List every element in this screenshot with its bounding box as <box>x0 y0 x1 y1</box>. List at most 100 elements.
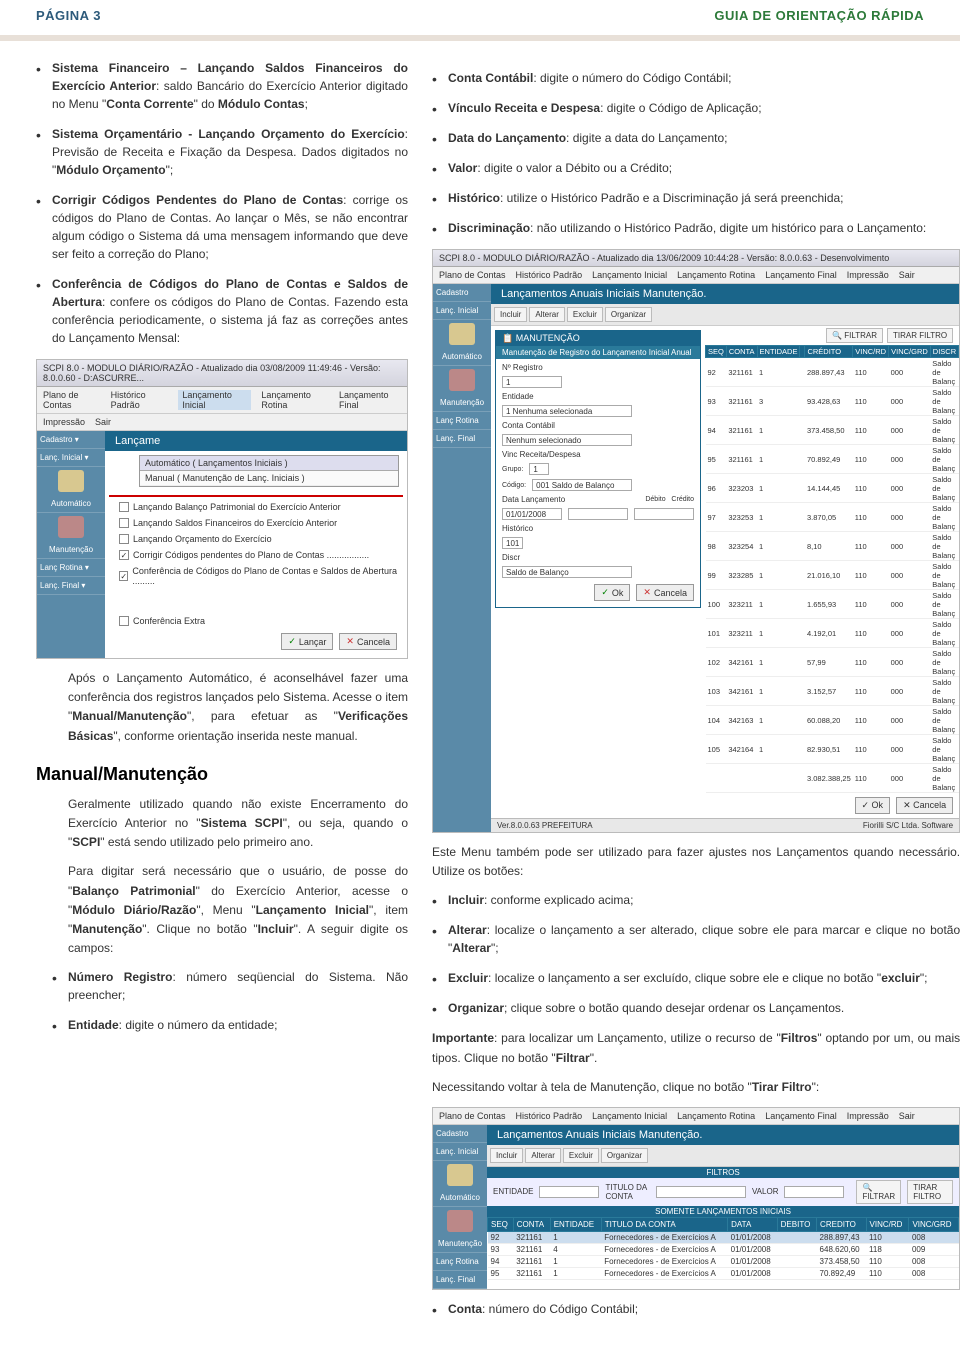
organizar-button[interactable]: Organizar <box>605 307 652 322</box>
checkbox[interactable]: ✓ <box>119 571 128 581</box>
tirar-filtro-button[interactable]: TIRAR FILTRO <box>887 328 953 343</box>
sidebar-item[interactable]: Lanç. Final <box>433 1271 487 1289</box>
menu-item[interactable]: Lançamento Inicial <box>592 1111 667 1121</box>
sidebar-item[interactable]: Lanç. Final ▾ <box>37 577 105 595</box>
menu-item[interactable]: Lançamento Final <box>765 1111 837 1121</box>
sidebar-item[interactable]: Lanç. Inicial <box>433 302 491 320</box>
checkbox[interactable] <box>119 616 129 626</box>
filtrar-button[interactable]: 🔍 FILTRAR <box>826 328 883 343</box>
menu-item[interactable]: Histórico Padrão <box>111 390 169 410</box>
sidebar-item[interactable]: Lanç Rotina <box>433 1253 487 1271</box>
menu-item[interactable]: Impressão <box>847 270 889 280</box>
sidebar-icon[interactable] <box>449 323 475 345</box>
table-row[interactable]: 99323285121.016,10110000Saldo de Balanç <box>706 561 959 590</box>
table-row[interactable]: 10132321114.192,01110000Saldo de Balanç <box>706 619 959 648</box>
excluir-button[interactable]: Excluir <box>567 307 603 322</box>
sidebar-item[interactable]: Manutenção <box>433 1235 487 1253</box>
table-row[interactable]: 10032321111.655,93110000Saldo de Balanç <box>706 590 959 619</box>
incluir-button[interactable]: Incluir <box>494 307 527 322</box>
sidebar-item[interactable]: Automático <box>37 495 105 513</box>
table-row[interactable]: 923211611288.897,43110000Saldo de Balanç <box>706 358 959 387</box>
cancela-button[interactable]: ✕ Cancela <box>896 797 953 814</box>
tirar-filtro-button[interactable]: TIRAR FILTRO <box>907 1180 953 1204</box>
table-row[interactable]: 102342161157,99110000Saldo de Balanç <box>706 648 959 677</box>
table-row[interactable]: 943211611373.458,50110000Saldo de Balanç <box>706 416 959 445</box>
sidebar-item[interactable]: Automático <box>433 1189 487 1207</box>
menu-item[interactable]: Plano de Contas <box>439 1111 506 1121</box>
menu-item[interactable]: Histórico Padrão <box>516 1111 583 1121</box>
table-row[interactable]: 104342163160.088,20110000Saldo de Balanç <box>706 706 959 735</box>
sidebar-item[interactable]: Cadastro <box>433 284 491 302</box>
filtrar-button[interactable]: 🔍 FILTRAR <box>856 1180 901 1204</box>
filter-field[interactable] <box>539 1186 599 1198</box>
alterar-button[interactable]: Alterar <box>529 307 565 322</box>
table-row[interactable]: 95321161170.892,49110000Saldo de Balanç <box>706 445 959 474</box>
checkbox[interactable]: ✓ <box>119 550 129 560</box>
table-row[interactable]: 933211614Fornecedores - de Exercícios A0… <box>488 1243 959 1255</box>
menu-item[interactable]: Lançamento Rotina <box>261 390 329 410</box>
sidebar-item[interactable]: Lanç. Final <box>433 430 491 448</box>
form-field[interactable]: Nenhum selecionado <box>502 434 632 446</box>
form-field[interactable]: 1 <box>502 376 562 388</box>
sidebar-item[interactable]: Lanç Rotina ▾ <box>37 559 105 577</box>
sidebar-item[interactable]: Lanç Rotina <box>433 412 491 430</box>
filter-field[interactable] <box>656 1186 746 1198</box>
automatico-icon[interactable] <box>58 470 84 492</box>
sidebar-icon[interactable] <box>447 1164 473 1186</box>
sidebar-item[interactable]: Manutenção <box>433 394 491 412</box>
lancar-button[interactable]: ✓Lançar <box>281 633 333 650</box>
sidebar-item[interactable]: Cadastro ▾ <box>37 431 105 449</box>
sidebar-item[interactable]: Lanç. Inicial ▾ <box>37 449 105 467</box>
organizar-button[interactable]: Organizar <box>601 1148 648 1163</box>
checkbox[interactable] <box>119 534 129 544</box>
menu-item[interactable]: Lançamento Rotina <box>677 1111 755 1121</box>
table-row[interactable]: 93321161393.428,63110000Saldo de Balanç <box>706 387 959 416</box>
menu-item[interactable]: Impressão <box>43 417 85 427</box>
filter-field[interactable] <box>784 1186 844 1198</box>
ok-button[interactable]: ✓ Ok <box>855 797 891 814</box>
alterar-button[interactable]: Alterar <box>525 1148 561 1163</box>
menu-item[interactable]: Lançamento Inicial <box>178 390 251 410</box>
form-field[interactable]: 1 Nenhuma selecionada <box>502 405 632 417</box>
table-row[interactable]: 105342164182.930,51110000Saldo de Balanç <box>706 735 959 764</box>
table-row[interactable]: 923211611Fornecedores - de Exercícios A0… <box>488 1231 959 1243</box>
checkbox[interactable] <box>119 518 129 528</box>
sidebar-item[interactable]: Automático <box>433 348 491 366</box>
form-field[interactable]: 1 <box>529 463 549 475</box>
form-field[interactable]: 01/01/2008 <box>502 508 562 520</box>
form-field[interactable] <box>568 508 628 520</box>
table-row[interactable]: 96323203114.144,45110000Saldo de Balanç <box>706 474 959 503</box>
table-row[interactable]: 953211611Fornecedores - de Exercícios A0… <box>488 1267 959 1279</box>
sidebar-item[interactable]: Manutenção <box>37 541 105 559</box>
sidebar-icon[interactable] <box>447 1210 473 1232</box>
menu-item[interactable]: Sair <box>95 417 111 427</box>
table-row[interactable]: 10334216113.152,57110000Saldo de Balanç <box>706 677 959 706</box>
form-field[interactable]: 001 Saldo de Balanço <box>532 479 632 491</box>
menu-item[interactable]: Lançamento Final <box>765 270 837 280</box>
sidebar-item[interactable]: Lanç. Inicial <box>433 1143 487 1161</box>
table-row[interactable]: 3.082.388,25110000Saldo de Balanç <box>706 764 959 793</box>
table-row[interactable]: 943211611Fornecedores - de Exercícios A0… <box>488 1255 959 1267</box>
menu-item[interactable]: Plano de Contas <box>439 270 506 280</box>
menu-item[interactable]: Plano de Contas <box>43 390 101 410</box>
menu-item[interactable]: Histórico Padrão <box>516 270 583 280</box>
sidebar-item[interactable]: Cadastro <box>433 1125 487 1143</box>
menu-item[interactable]: Sair <box>899 270 915 280</box>
manutencao-icon[interactable] <box>58 516 84 538</box>
table-row[interactable]: 9732325313.870,05110000Saldo de Balanç <box>706 503 959 532</box>
dropdown-option[interactable]: Automático ( Lançamentos Iniciais ) <box>140 456 398 471</box>
dropdown-option[interactable]: Manual ( Manutenção de Lanç. Iniciais ) <box>140 471 398 486</box>
menu-item[interactable]: Lançamento Inicial <box>592 270 667 280</box>
excluir-button[interactable]: Excluir <box>563 1148 599 1163</box>
menu-item[interactable]: Sair <box>899 1111 915 1121</box>
cancela-button[interactable]: ✕Cancela <box>339 633 397 650</box>
cancela-button[interactable]: ✕Cancela <box>636 584 694 601</box>
menu-item[interactable]: Impressão <box>847 1111 889 1121</box>
sidebar-icon[interactable] <box>449 369 475 391</box>
ok-button[interactable]: ✓Ok <box>594 584 630 601</box>
incluir-button[interactable]: Incluir <box>490 1148 523 1163</box>
form-field[interactable]: 101 <box>502 537 523 549</box>
checkbox[interactable] <box>119 502 129 512</box>
form-field[interactable] <box>634 508 694 520</box>
form-field[interactable]: Saldo de Balanço <box>502 566 632 578</box>
